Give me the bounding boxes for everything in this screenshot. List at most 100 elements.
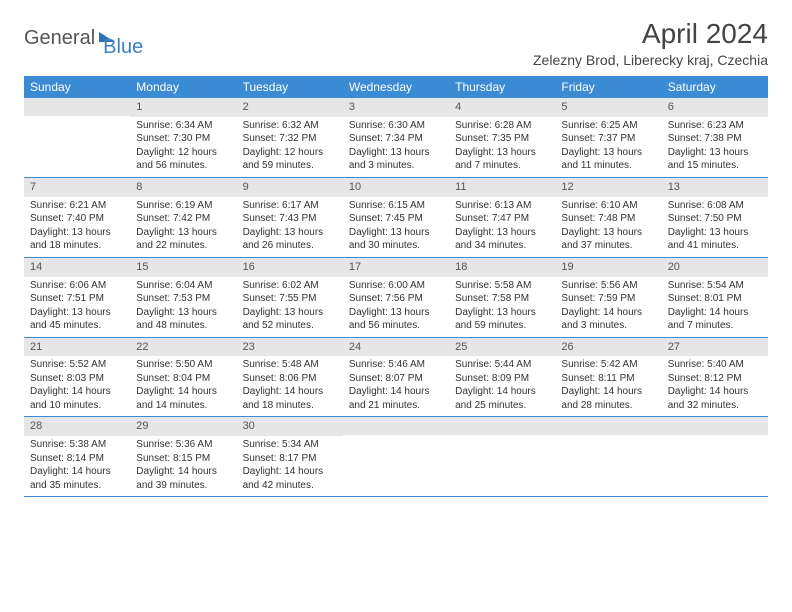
sunrise-text: Sunrise: 6:15 AM <box>349 199 443 213</box>
day-number: 16 <box>237 258 343 277</box>
daylight-line1: Daylight: 14 hours <box>561 385 655 399</box>
day-body: Sunrise: 6:30 AMSunset: 7:34 PMDaylight:… <box>343 117 449 177</box>
daylight-line2: and 35 minutes. <box>30 479 124 493</box>
sunset-text: Sunset: 7:55 PM <box>243 292 337 306</box>
daylight-line1: Daylight: 13 hours <box>136 226 230 240</box>
day-body: Sunrise: 6:25 AMSunset: 7:37 PMDaylight:… <box>555 117 661 177</box>
day-number: 3 <box>343 98 449 117</box>
day-number <box>343 417 449 435</box>
day-body: Sunrise: 5:52 AMSunset: 8:03 PMDaylight:… <box>24 356 130 416</box>
daylight-line1: Daylight: 14 hours <box>561 306 655 320</box>
daylight-line2: and 26 minutes. <box>243 239 337 253</box>
header: General Blue April 2024 Zelezny Brod, Li… <box>24 18 768 68</box>
sunset-text: Sunset: 8:15 PM <box>136 452 230 466</box>
week-row: 7Sunrise: 6:21 AMSunset: 7:40 PMDaylight… <box>24 178 768 258</box>
sunrise-text: Sunrise: 6:28 AM <box>455 119 549 133</box>
sunset-text: Sunset: 7:50 PM <box>668 212 762 226</box>
day-number: 22 <box>130 338 236 357</box>
sunrise-text: Sunrise: 6:00 AM <box>349 279 443 293</box>
day-body: Sunrise: 6:13 AMSunset: 7:47 PMDaylight:… <box>449 197 555 257</box>
day-number: 26 <box>555 338 661 357</box>
weekday-header-row: Sunday Monday Tuesday Wednesday Thursday… <box>24 76 768 98</box>
day-number <box>662 417 768 435</box>
weekday-header: Tuesday <box>237 76 343 98</box>
sunrise-text: Sunrise: 6:08 AM <box>668 199 762 213</box>
sunrise-text: Sunrise: 5:58 AM <box>455 279 549 293</box>
day-body: Sunrise: 6:23 AMSunset: 7:38 PMDaylight:… <box>662 117 768 177</box>
day-body: Sunrise: 5:42 AMSunset: 8:11 PMDaylight:… <box>555 356 661 416</box>
sunset-text: Sunset: 8:04 PM <box>136 372 230 386</box>
daylight-line2: and 39 minutes. <box>136 479 230 493</box>
daylight-line1: Daylight: 13 hours <box>455 146 549 160</box>
day-body: Sunrise: 5:56 AMSunset: 7:59 PMDaylight:… <box>555 277 661 337</box>
day-body: Sunrise: 5:44 AMSunset: 8:09 PMDaylight:… <box>449 356 555 416</box>
day-body: Sunrise: 6:17 AMSunset: 7:43 PMDaylight:… <box>237 197 343 257</box>
logo-text-blue: Blue <box>103 36 143 59</box>
day-body: Sunrise: 5:46 AMSunset: 8:07 PMDaylight:… <box>343 356 449 416</box>
day-number: 17 <box>343 258 449 277</box>
day-cell: 1Sunrise: 6:34 AMSunset: 7:30 PMDaylight… <box>130 98 236 177</box>
daylight-line2: and 45 minutes. <box>30 319 124 333</box>
weekday-header: Friday <box>555 76 661 98</box>
sunrise-text: Sunrise: 6:06 AM <box>30 279 124 293</box>
day-number: 21 <box>24 338 130 357</box>
daylight-line2: and 18 minutes. <box>243 399 337 413</box>
day-number: 19 <box>555 258 661 277</box>
day-body: Sunrise: 6:00 AMSunset: 7:56 PMDaylight:… <box>343 277 449 337</box>
daylight-line1: Daylight: 13 hours <box>455 306 549 320</box>
day-cell: 24Sunrise: 5:46 AMSunset: 8:07 PMDayligh… <box>343 338 449 417</box>
sunrise-text: Sunrise: 6:04 AM <box>136 279 230 293</box>
location-text: Zelezny Brod, Liberecky kraj, Czechia <box>533 52 768 68</box>
daylight-line1: Daylight: 14 hours <box>136 465 230 479</box>
day-number: 9 <box>237 178 343 197</box>
daylight-line2: and 10 minutes. <box>30 399 124 413</box>
sunrise-text: Sunrise: 5:38 AM <box>30 438 124 452</box>
day-cell <box>555 417 661 496</box>
daylight-line2: and 25 minutes. <box>455 399 549 413</box>
daylight-line2: and 42 minutes. <box>243 479 337 493</box>
daylight-line1: Daylight: 12 hours <box>136 146 230 160</box>
sunset-text: Sunset: 7:53 PM <box>136 292 230 306</box>
daylight-line1: Daylight: 14 hours <box>30 465 124 479</box>
daylight-line1: Daylight: 14 hours <box>243 465 337 479</box>
daylight-line1: Daylight: 13 hours <box>30 306 124 320</box>
daylight-line2: and 37 minutes. <box>561 239 655 253</box>
sunset-text: Sunset: 7:32 PM <box>243 132 337 146</box>
weekday-header: Saturday <box>662 76 768 98</box>
daylight-line1: Daylight: 13 hours <box>243 306 337 320</box>
day-number: 28 <box>24 417 130 436</box>
sunset-text: Sunset: 8:03 PM <box>30 372 124 386</box>
sunrise-text: Sunrise: 5:42 AM <box>561 358 655 372</box>
weekday-header: Monday <box>130 76 236 98</box>
day-cell: 17Sunrise: 6:00 AMSunset: 7:56 PMDayligh… <box>343 258 449 337</box>
sunset-text: Sunset: 8:06 PM <box>243 372 337 386</box>
day-cell <box>343 417 449 496</box>
day-number: 23 <box>237 338 343 357</box>
day-number: 4 <box>449 98 555 117</box>
day-cell: 12Sunrise: 6:10 AMSunset: 7:48 PMDayligh… <box>555 178 661 257</box>
daylight-line2: and 52 minutes. <box>243 319 337 333</box>
day-number: 12 <box>555 178 661 197</box>
day-body: Sunrise: 5:50 AMSunset: 8:04 PMDaylight:… <box>130 356 236 416</box>
day-cell: 10Sunrise: 6:15 AMSunset: 7:45 PMDayligh… <box>343 178 449 257</box>
day-number: 27 <box>662 338 768 357</box>
daylight-line2: and 28 minutes. <box>561 399 655 413</box>
daylight-line1: Daylight: 13 hours <box>561 146 655 160</box>
sunset-text: Sunset: 7:45 PM <box>349 212 443 226</box>
day-cell: 11Sunrise: 6:13 AMSunset: 7:47 PMDayligh… <box>449 178 555 257</box>
day-cell: 28 Sunrise: 5:38 AMSunset: 8:14 PMDayligh… <box>24 417 130 496</box>
sunrise-text: Sunrise: 6:19 AM <box>136 199 230 213</box>
sunrise-text: Sunrise: 5:46 AM <box>349 358 443 372</box>
day-cell: 29Sunrise: 5:36 AMSunset: 8:15 PMDayligh… <box>130 417 236 496</box>
day-cell: 25Sunrise: 5:44 AMSunset: 8:09 PMDayligh… <box>449 338 555 417</box>
sunset-text: Sunset: 8:14 PM <box>30 452 124 466</box>
day-body: Sunrise: 5:54 AMSunset: 8:01 PMDaylight:… <box>662 277 768 337</box>
day-cell: 15Sunrise: 6:04 AMSunset: 7:53 PMDayligh… <box>130 258 236 337</box>
daylight-line2: and 59 minutes. <box>243 159 337 173</box>
daylight-line1: Daylight: 13 hours <box>668 146 762 160</box>
daylight-line1: Daylight: 14 hours <box>668 385 762 399</box>
day-body: Sunrise: 6:15 AMSunset: 7:45 PMDaylight:… <box>343 197 449 257</box>
sunset-text: Sunset: 8:11 PM <box>561 372 655 386</box>
day-cell: 18Sunrise: 5:58 AMSunset: 7:58 PMDayligh… <box>449 258 555 337</box>
sunrise-text: Sunrise: 5:34 AM <box>243 438 337 452</box>
